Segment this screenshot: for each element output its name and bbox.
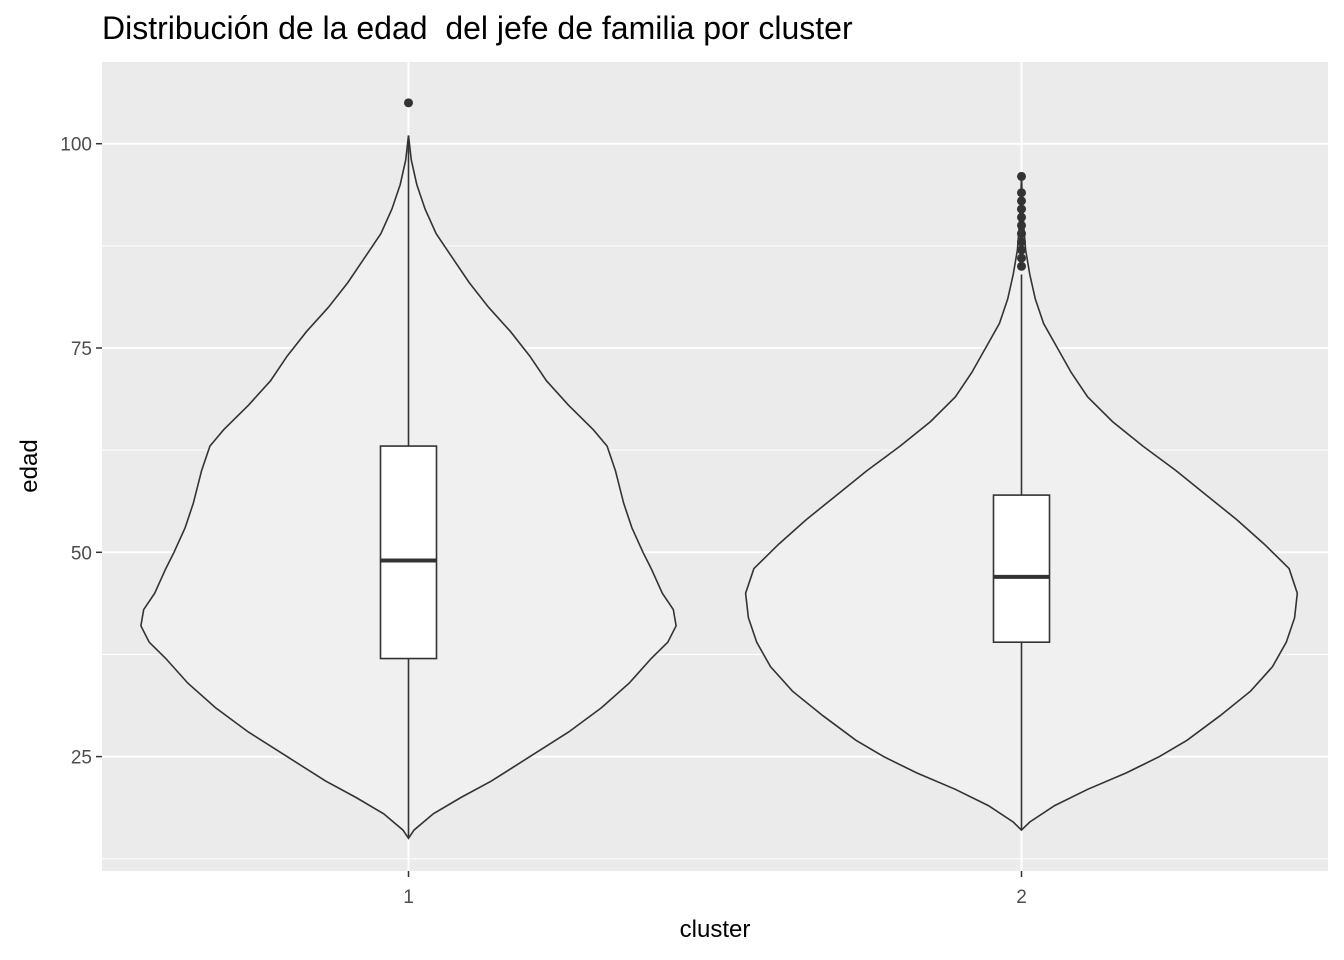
x-tick-label: 2: [1016, 887, 1027, 908]
box-2: [992, 494, 1051, 643]
outlier-point: [1017, 261, 1026, 271]
x-tick-label: 1: [403, 887, 414, 908]
x-axis-label: cluster: [679, 916, 751, 943]
outlier-point: [1017, 212, 1026, 222]
outlier-point: [1017, 229, 1026, 239]
outlier-point: [1017, 196, 1026, 206]
y-tick-label: 50: [71, 543, 92, 564]
box-1: [379, 445, 438, 660]
outlier-point: [1017, 237, 1026, 247]
boxplots: [379, 98, 1051, 839]
outlier-point: [1017, 253, 1026, 263]
axes: 25 50 75 100 1 2: [60, 135, 1026, 908]
y-axis-label: edad: [16, 439, 43, 493]
outlier-point: [1017, 220, 1026, 230]
chart-title: Distribución de la edad del jefe de fami…: [102, 10, 853, 46]
outlier-point: [1017, 204, 1026, 214]
y-tick-label: 75: [71, 339, 92, 360]
outlier-point: [1017, 245, 1026, 255]
y-tick-label: 25: [71, 748, 92, 769]
y-tick-label: 100: [60, 135, 92, 156]
outlier-point: [1017, 171, 1026, 181]
outlier-point: [1017, 188, 1026, 198]
outlier-point: [404, 98, 413, 108]
